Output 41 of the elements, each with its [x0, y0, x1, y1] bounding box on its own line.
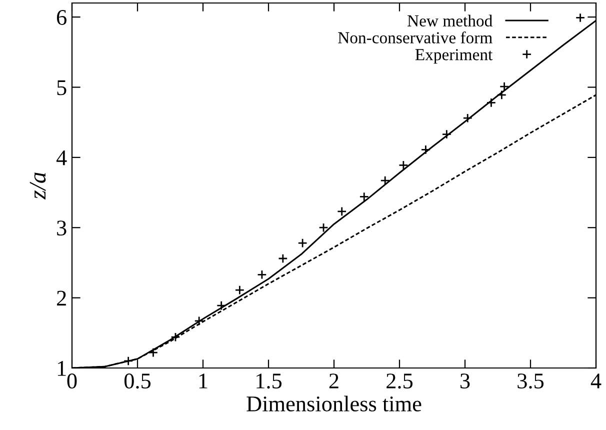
point	[298, 238, 308, 248]
x-axis-title: Dimensionless time	[246, 396, 422, 412]
x-tick-label: 3	[460, 374, 470, 388]
x-tick-label: 4	[590, 374, 602, 388]
x-tick-label: 3.5	[518, 374, 544, 389]
point	[123, 356, 134, 366]
point	[318, 222, 328, 232]
legend-label: Non-conservative form	[338, 31, 492, 44]
point	[216, 300, 226, 310]
point	[148, 348, 158, 358]
point	[575, 12, 586, 23]
point	[380, 176, 390, 186]
y-axis-title: z/a	[30, 172, 46, 200]
legend-label: Experiment	[415, 49, 493, 64]
x-tick-label: 1.5	[256, 374, 282, 389]
x-tick-label: 2.5	[386, 374, 413, 389]
point	[442, 129, 452, 140]
point	[337, 206, 347, 216]
y-tick-label: 4	[56, 150, 67, 166]
y-tick-label: 6	[56, 10, 66, 25]
point	[462, 113, 472, 123]
point	[194, 316, 204, 326]
legend-label: New method	[408, 14, 492, 26]
x-tick-label: 1	[199, 374, 208, 388]
point	[278, 254, 288, 264]
point	[486, 98, 496, 108]
point	[398, 160, 408, 170]
y-tick-label: 2	[57, 290, 66, 306]
point	[170, 332, 180, 342]
x-tick-label: 0.5	[124, 374, 151, 389]
x-tick-label: 0	[67, 374, 77, 388]
point	[499, 82, 510, 92]
point	[496, 90, 507, 100]
x-tick-label: 2	[329, 374, 338, 388]
point	[420, 144, 431, 155]
y-tick-label: 3	[57, 220, 66, 236]
y-tick-label: 5	[57, 80, 66, 96]
y-tick-label: 1	[58, 361, 66, 376]
point	[359, 192, 369, 202]
point	[234, 285, 245, 295]
point	[257, 270, 267, 280]
